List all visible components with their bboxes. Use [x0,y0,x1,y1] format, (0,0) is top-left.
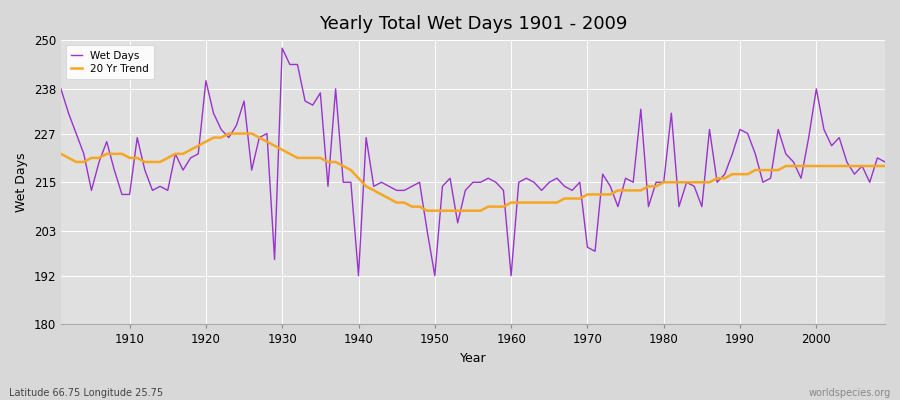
Wet Days [338,180,348,185]
Line: Wet Days: Wet Days [61,48,885,276]
Text: worldspecies.org: worldspecies.org [809,388,891,398]
20 Yr Trend [56,152,67,156]
Wet Days [879,160,890,164]
Wet Days [521,176,532,181]
Text: Latitude 66.75 Longitude 25.75: Latitude 66.75 Longitude 25.75 [9,388,163,398]
Y-axis label: Wet Days: Wet Days [15,152,28,212]
Wet Days [277,46,288,51]
Wet Days [513,180,524,185]
Wet Days [613,204,624,209]
Wet Days [117,192,128,197]
20 Yr Trend [338,164,348,168]
20 Yr Trend [513,200,524,205]
Wet Days [56,86,67,91]
20 Yr Trend [613,188,624,193]
20 Yr Trend [879,164,890,168]
20 Yr Trend [292,156,303,160]
Title: Yearly Total Wet Days 1901 - 2009: Yearly Total Wet Days 1901 - 2009 [319,15,627,33]
Wet Days [353,273,364,278]
Legend: Wet Days, 20 Yr Trend: Wet Days, 20 Yr Trend [66,45,154,79]
20 Yr Trend [422,208,433,213]
X-axis label: Year: Year [460,352,486,365]
Line: 20 Yr Trend: 20 Yr Trend [61,134,885,211]
20 Yr Trend [521,200,532,205]
20 Yr Trend [223,131,234,136]
20 Yr Trend [117,152,128,156]
Wet Days [292,62,303,67]
